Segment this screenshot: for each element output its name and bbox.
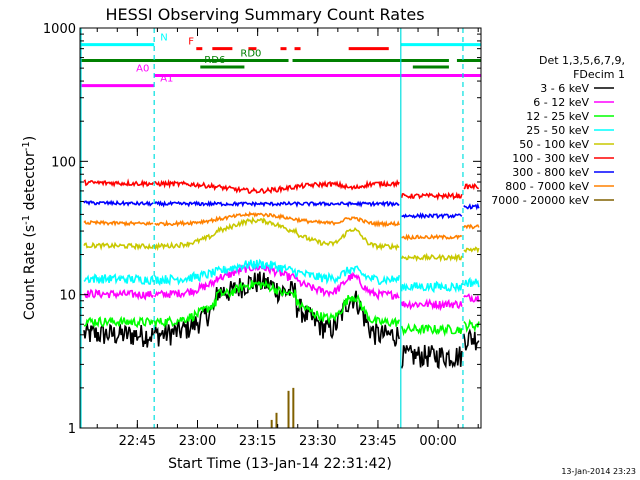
- legend-entry-label-1: 6 - 12 keV: [533, 96, 589, 109]
- series-line-1-seg-0: [84, 288, 154, 301]
- series-line-5-seg-1: [154, 178, 400, 195]
- legend-header-line2: FDecim 1: [573, 68, 625, 81]
- series-line-2-seg-1: [153, 278, 400, 328]
- flag-label-rd0: RD0: [240, 49, 261, 60]
- legend-entry-label-6: 300 - 800 keV: [512, 166, 589, 179]
- series-line-4-seg-0: [83, 241, 154, 251]
- series-line-6-seg-2: [401, 212, 463, 220]
- legend-entry-label-7: 800 - 7000 keV: [505, 180, 589, 193]
- legend-entry-label-0: 3 - 6 keV: [540, 82, 589, 95]
- series-line-5-seg-0: [83, 178, 154, 189]
- flag-label-rd6: RD6: [204, 55, 225, 66]
- y-axis-label-main: Count Rate (s: [22, 225, 38, 320]
- series-line-2-seg-0: [83, 315, 154, 329]
- flag-label-a0: A0: [136, 64, 149, 75]
- chart-title: HESSI Observing Summary Count Rates: [105, 5, 424, 24]
- saa-line-layer: [80, 28, 464, 428]
- series-line-6-seg-3: [463, 202, 480, 211]
- x-axis-ticks: 22:45 23:00 23:15 23:30 23:45 00:00: [96, 28, 479, 449]
- series-line-1-seg-1: [153, 262, 400, 301]
- x-tick-label-0: 22:45: [119, 434, 156, 449]
- y-axis-ticks: 1 10 100 1000: [43, 22, 481, 437]
- series-line-7-seg-1: [154, 211, 400, 228]
- series-line-2-seg-2: [400, 322, 463, 337]
- legend-header-line1: Det 1,3,5,6,7,9,: [539, 54, 625, 67]
- legend-entry-label-4: 50 - 100 keV: [519, 138, 589, 151]
- series-line-4-seg-2: [400, 252, 463, 263]
- series-layer: [83, 178, 480, 428]
- plot-frame: [79, 27, 482, 429]
- series-line-3-seg-0: [83, 273, 154, 285]
- x-tick-label-1: 23:00: [179, 434, 216, 449]
- flag-layer: N F RD0 RD6 A0 A1: [80, 33, 481, 88]
- series-line-0-seg-2: [400, 344, 463, 370]
- series-line-6-seg-0: [83, 199, 154, 207]
- y-axis-label: Count Rate (s-1 detector-1): [21, 136, 38, 320]
- series-line-3-seg-1: [154, 258, 400, 286]
- y-tick-label-3: 1000: [43, 22, 76, 37]
- series-line-7-seg-0: [83, 219, 154, 227]
- y-axis-label-sup2: -1: [21, 141, 32, 151]
- legend-entry-label-2: 12 - 25 keV: [526, 110, 589, 123]
- series-line-4-seg-1: [153, 216, 400, 252]
- series-line-5-seg-2: [400, 191, 463, 201]
- x-tick-label-2: 23:15: [239, 434, 276, 449]
- series-line-7-seg-3: [463, 223, 480, 230]
- x-tick-label-4: 23:45: [359, 434, 396, 449]
- series-line-3-seg-2: [400, 280, 463, 294]
- x-tick-label-3: 23:30: [299, 434, 336, 449]
- x-tick-label-5: 00:00: [419, 434, 456, 449]
- flag-label-n: N: [160, 33, 167, 44]
- y-tick-label-2: 100: [51, 155, 76, 170]
- y-axis-label-mid: detector: [22, 151, 38, 215]
- y-tick-label-0: 1: [68, 422, 76, 437]
- flag-label-a1: A1: [160, 74, 173, 85]
- footer-timestamp: 13-Jan-2014 23:23: [561, 467, 636, 476]
- series-line-7-seg-2: [401, 233, 463, 242]
- legend-entry-label-8: 7000 - 20000 keV: [491, 194, 589, 207]
- series-line-1-seg-3: [463, 293, 480, 303]
- legend-entry-label-3: 25 - 50 keV: [526, 124, 589, 137]
- y-axis-label-sup1: -1: [21, 215, 32, 225]
- y-axis-label-end: ): [22, 136, 38, 141]
- series-line-1-seg-2: [400, 298, 463, 312]
- series-line-4-seg-3: [463, 246, 480, 254]
- series-line-3-seg-3: [463, 276, 480, 288]
- series-line-0-seg-1: [153, 271, 400, 347]
- legend-entry-label-5: 100 - 300 keV: [512, 152, 589, 165]
- series-line-5-seg-3: [463, 182, 479, 191]
- series-line-6-seg-1: [153, 200, 400, 208]
- series-line-0-seg-0: [83, 323, 154, 348]
- series-line-0-seg-3: [463, 328, 480, 351]
- x-axis-label: Start Time (13-Jan-14 22:31:42): [168, 456, 392, 472]
- y-tick-label-1: 10: [59, 289, 76, 304]
- flag-label-f: F: [188, 37, 194, 48]
- series-line-2-seg-3: [463, 318, 480, 333]
